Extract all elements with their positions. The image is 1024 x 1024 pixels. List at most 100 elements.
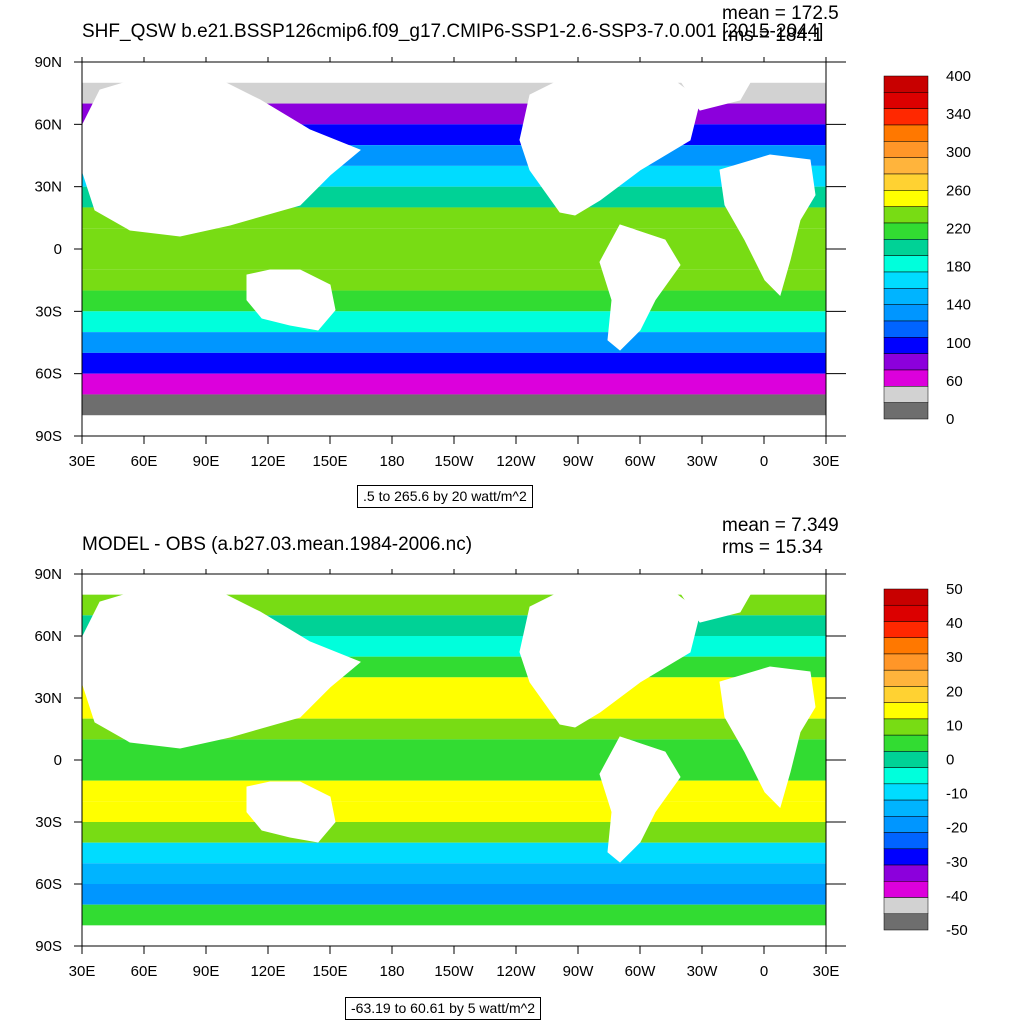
x-tick-label: 60E bbox=[131, 453, 158, 470]
top-mean-label: mean = 172.5 bbox=[722, 3, 839, 24]
bottom-contour-info: -63.19 to 60.61 by 5 watt/m^2 bbox=[345, 997, 542, 1020]
x-tick-label: 60E bbox=[131, 963, 158, 980]
colorbar-swatch bbox=[883, 783, 929, 801]
land-mass-4 bbox=[719, 154, 816, 296]
bottom-rms-label: rms = 15.34 bbox=[722, 537, 823, 558]
map-band-10 bbox=[82, 290, 826, 312]
colorbar-label: 0 bbox=[946, 752, 954, 769]
colorbar-label: 40 bbox=[946, 615, 963, 632]
x-tick-label: 150E bbox=[312, 453, 347, 470]
map-band-10 bbox=[82, 801, 826, 822]
colorbar-swatch bbox=[883, 222, 929, 240]
x-tick-label: 30W bbox=[687, 963, 719, 980]
colorbar-swatch bbox=[883, 637, 929, 655]
x-tick-label: 60W bbox=[625, 453, 657, 470]
colorbar-label: 180 bbox=[946, 259, 971, 276]
x-tick-label: 180 bbox=[379, 963, 404, 980]
colorbar-label: 100 bbox=[946, 335, 971, 352]
colorbar-swatch bbox=[883, 621, 929, 638]
land-mass-1 bbox=[246, 781, 336, 843]
top-chart-panel: 30E 60E 90E 120E 150E 180 150W 120W 90W 60W 30W 0 30… bbox=[34, 3, 971, 508]
colorbar-label: -40 bbox=[946, 888, 968, 905]
colorbar-swatch bbox=[883, 337, 929, 354]
colorbar-swatch bbox=[883, 255, 929, 273]
x-tick-label: 150W bbox=[434, 963, 474, 980]
map-band-15 bbox=[82, 904, 826, 926]
x-tick-label: 120W bbox=[496, 453, 536, 470]
x-tick-label: 150E bbox=[312, 963, 347, 980]
colorbar-swatch bbox=[883, 75, 929, 93]
colorbar-label: 60 bbox=[946, 373, 963, 390]
x-tick-label: 30W bbox=[687, 453, 719, 470]
x-tick-label: 30E bbox=[813, 963, 840, 980]
colorbar-label: -10 bbox=[946, 786, 968, 803]
colorbar-swatch bbox=[883, 271, 929, 289]
colorbar-label: 30 bbox=[946, 649, 963, 666]
x-tick-label: 150W bbox=[434, 453, 474, 470]
map-band-15 bbox=[82, 394, 826, 416]
x-tick-label: 90W bbox=[563, 963, 595, 980]
x-tick-label: 180 bbox=[379, 453, 404, 470]
y-tick-label: 0 bbox=[54, 241, 62, 258]
colorbar-label: 220 bbox=[946, 220, 971, 237]
top-contour-info: .5 to 265.6 by 20 watt/m^2 bbox=[357, 485, 533, 508]
colorbar-swatch bbox=[883, 288, 929, 305]
colorbar-swatch bbox=[883, 751, 929, 768]
y-tick-label: 0 bbox=[54, 752, 62, 769]
colorbar-swatch bbox=[883, 173, 929, 191]
map-band-13 bbox=[82, 863, 826, 884]
land-mass-3 bbox=[599, 224, 681, 351]
map-band-11 bbox=[82, 311, 826, 333]
colorbar-label: -20 bbox=[946, 820, 968, 837]
x-tick-label: 120E bbox=[250, 963, 285, 980]
x-tick-label: 120W bbox=[496, 963, 536, 980]
bottom-mean-label: mean = 7.349 bbox=[722, 515, 839, 536]
map-band-13 bbox=[82, 352, 826, 374]
colorbar-swatch bbox=[883, 386, 929, 403]
land-mass-1 bbox=[246, 269, 336, 331]
y-tick-label: 90S bbox=[35, 938, 62, 955]
colorbar-swatch bbox=[883, 832, 929, 850]
x-tick-label: 30E bbox=[69, 453, 96, 470]
top-chart-title: SHF_QSW b.e21.BSSP126cmip6.f09_g17.CMIP6… bbox=[82, 21, 824, 42]
bottom-map-svg: 30E 60E 90E 120E 150E 180 150W 120W 90W 60W 30W 0 30… bbox=[34, 566, 968, 980]
colorbar-swatch bbox=[883, 816, 929, 833]
land-mass-0 bbox=[79, 74, 361, 237]
colorbar-swatch bbox=[883, 157, 929, 175]
map-band-12 bbox=[82, 842, 826, 864]
colorbar-swatch bbox=[883, 604, 929, 622]
x-tick-label: 90W bbox=[563, 453, 595, 470]
map-band-8 bbox=[82, 249, 826, 270]
colorbar-swatch bbox=[883, 686, 929, 703]
colorbar-swatch bbox=[883, 124, 929, 142]
bottom-chart-panel: 30E 60E 90E 120E 150E 180 150W 120W 90W 60W 30W 0 30… bbox=[0, 512, 1024, 1024]
colorbar-swatch bbox=[883, 369, 929, 387]
colorbar-swatch bbox=[883, 206, 929, 224]
y-tick-label: 30N bbox=[34, 179, 62, 196]
y-tick-label: 30S bbox=[35, 814, 62, 831]
colorbar-swatch bbox=[883, 304, 929, 322]
colorbar-swatch bbox=[883, 718, 929, 736]
colorbar-swatch bbox=[883, 913, 929, 931]
colorbar-swatch bbox=[883, 702, 929, 720]
x-tick-label: 90E bbox=[193, 453, 220, 470]
colorbar-swatch bbox=[883, 190, 929, 207]
y-tick-label: 60S bbox=[35, 876, 62, 893]
y-tick-label: 60N bbox=[34, 628, 62, 645]
colorbar-swatch bbox=[883, 239, 929, 256]
top-rms-label: rms = 184.1 bbox=[722, 25, 823, 46]
map-band-9 bbox=[82, 780, 826, 802]
colorbar-swatch bbox=[883, 141, 929, 158]
map-band-9 bbox=[82, 269, 826, 291]
colorbar-swatch bbox=[883, 669, 929, 687]
colorbar-swatch bbox=[883, 864, 929, 882]
colorbar-swatch bbox=[883, 881, 929, 898]
land-mass-4 bbox=[719, 666, 816, 808]
land-mass-5 bbox=[679, 59, 761, 111]
x-tick-label: 90E bbox=[193, 963, 220, 980]
bottom-chart-title: MODEL - OBS (a.b27.03.mean.1984-2006.nc) bbox=[82, 534, 473, 555]
colorbar-label: 0 bbox=[946, 411, 954, 428]
colorbar-swatch bbox=[883, 767, 929, 785]
colorbar-swatch bbox=[883, 588, 929, 606]
y-tick-label: 30S bbox=[35, 303, 62, 320]
